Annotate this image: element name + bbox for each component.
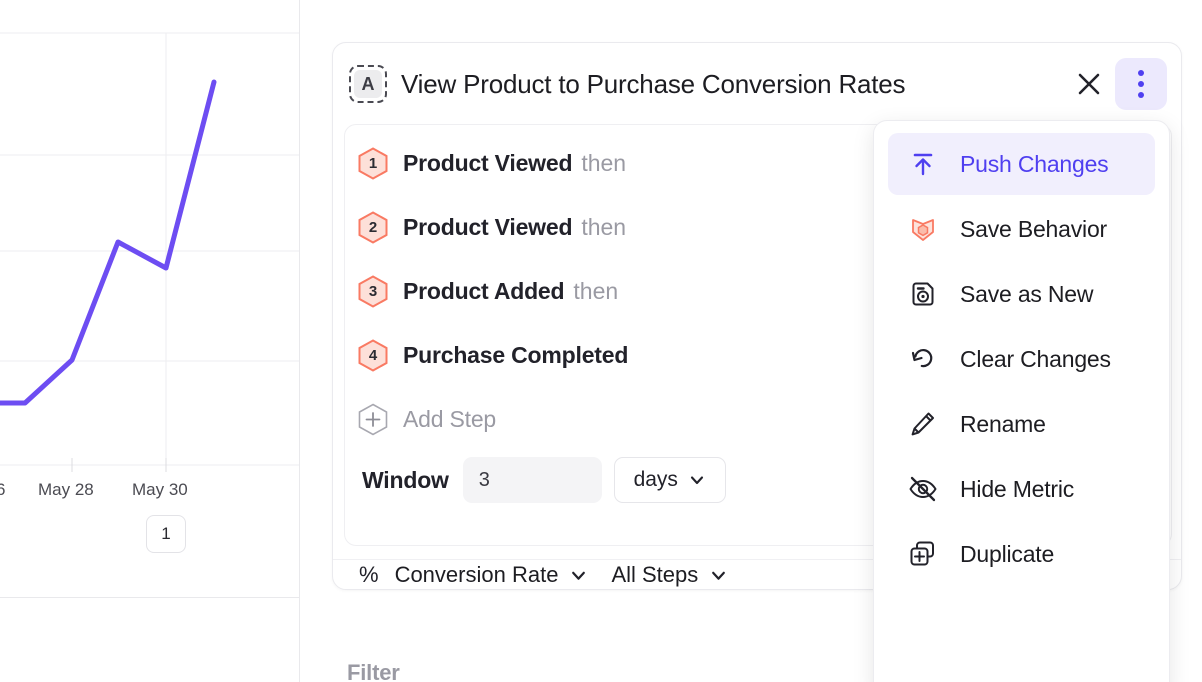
more-vertical-icon: [1138, 68, 1144, 101]
x-axis-tick-label: May 28: [38, 480, 94, 499]
step-number: 2: [368, 218, 378, 236]
window-unit-label: days: [633, 468, 678, 491]
step-connector-label: then: [581, 213, 627, 240]
chart-series-line: [0, 79, 217, 406]
eye-off-icon: [906, 473, 940, 505]
step-event-label: Purchase Completed: [403, 341, 629, 368]
card-footer: % Conversion Rate All Steps: [333, 560, 1181, 590]
chevron-down-icon: [572, 571, 586, 580]
step-connector-label: then: [581, 149, 627, 176]
close-icon: [1078, 73, 1100, 95]
menu-item-rename[interactable]: Rename: [888, 393, 1155, 455]
funnel-step-row[interactable]: 4 Purchase Completed: [345, 335, 1171, 375]
upload-arrow-icon: [906, 148, 940, 180]
conversion-rate-line-chart: [0, 32, 300, 472]
chevron-down-icon: [690, 476, 703, 485]
step-event-label: Product Viewed: [403, 213, 573, 240]
menu-item-label: Save as New: [960, 280, 1094, 307]
step-number: 4: [368, 346, 378, 364]
menu-item-label: Hide Metric: [960, 475, 1075, 502]
steps-scope-label: All Steps: [611, 562, 699, 587]
undo-arrow-icon: [906, 343, 940, 375]
add-step-button[interactable]: Add Step: [345, 399, 1171, 439]
menu-item-label: Push Changes: [960, 150, 1109, 177]
filter-section-label: Filter: [347, 660, 400, 682]
step-number-hexagon-icon: 3: [358, 274, 388, 308]
funnel-step-row[interactable]: 3 Product Added then: [345, 271, 1171, 311]
funnel-step-row[interactable]: 2 Product Viewed then: [345, 207, 1171, 247]
metric-type-select[interactable]: Conversion Rate: [395, 562, 589, 588]
x-axis-tick-label: 6: [0, 480, 6, 499]
x-axis-tick-label: May 30: [132, 480, 188, 499]
window-unit-select[interactable]: days: [613, 457, 726, 503]
metric-letter-badge-label: A: [354, 70, 382, 98]
close-button[interactable]: [1063, 58, 1115, 110]
menu-item-label: Rename: [960, 410, 1046, 437]
add-step-plus-hexagon-icon: [358, 403, 388, 436]
menu-item-hide-metric[interactable]: Hide Metric: [888, 458, 1155, 520]
menu-item-push-changes[interactable]: Push Changes: [888, 133, 1155, 195]
window-value-input[interactable]: [462, 457, 602, 503]
chart-panel: 6 May 28 May 30 1: [0, 0, 300, 682]
shield-hexagon-icon: [906, 213, 940, 245]
panel-divider-horizontal: [0, 597, 299, 598]
percent-symbol: %: [359, 562, 379, 587]
card-header: A View Product to Purchase Conversion Ra…: [333, 43, 1181, 125]
menu-item-label: Clear Changes: [960, 345, 1111, 372]
more-options-button[interactable]: [1115, 58, 1167, 110]
step-event-label: Product Viewed: [403, 149, 573, 176]
menu-item-save-as-new[interactable]: Save as New: [888, 263, 1155, 325]
metric-letter-badge[interactable]: A: [349, 65, 387, 103]
funnel-step-row[interactable]: 1 Product Viewed then: [345, 143, 1171, 183]
add-step-label: Add Step: [403, 405, 497, 432]
duplicate-icon: [906, 538, 940, 570]
menu-item-label: Save Behavior: [960, 215, 1107, 242]
step-number-hexagon-icon: 1: [358, 146, 388, 180]
step-number: 1: [368, 154, 378, 172]
menu-item-duplicate[interactable]: Duplicate: [888, 523, 1155, 585]
pencil-icon: [906, 408, 940, 440]
save-disk-icon: [906, 278, 940, 310]
steps-scope-select[interactable]: All Steps: [611, 562, 728, 588]
page-number-badge[interactable]: 1: [146, 515, 186, 553]
window-label: Window: [362, 466, 449, 493]
chevron-down-icon: [712, 571, 726, 580]
step-number: 3: [368, 282, 378, 300]
card-footer-divider: [333, 559, 1181, 560]
menu-item-save-behavior[interactable]: Save Behavior: [888, 198, 1155, 260]
menu-item-label: Duplicate: [960, 540, 1055, 567]
step-number-hexagon-icon: 4: [358, 338, 388, 372]
conversion-window-row: Window days: [345, 457, 1171, 503]
step-connector-label: then: [573, 277, 619, 304]
panel-divider-vertical: [299, 0, 300, 682]
step-event-label: Product Added: [403, 277, 565, 304]
metric-options-menu: Push Changes Save Behavior Save as N: [873, 120, 1170, 682]
step-number-hexagon-icon: 2: [358, 210, 388, 244]
card-title: View Product to Purchase Conversion Rate…: [401, 68, 906, 99]
menu-item-clear-changes[interactable]: Clear Changes: [888, 328, 1155, 390]
metric-type-label: Conversion Rate: [394, 562, 559, 587]
